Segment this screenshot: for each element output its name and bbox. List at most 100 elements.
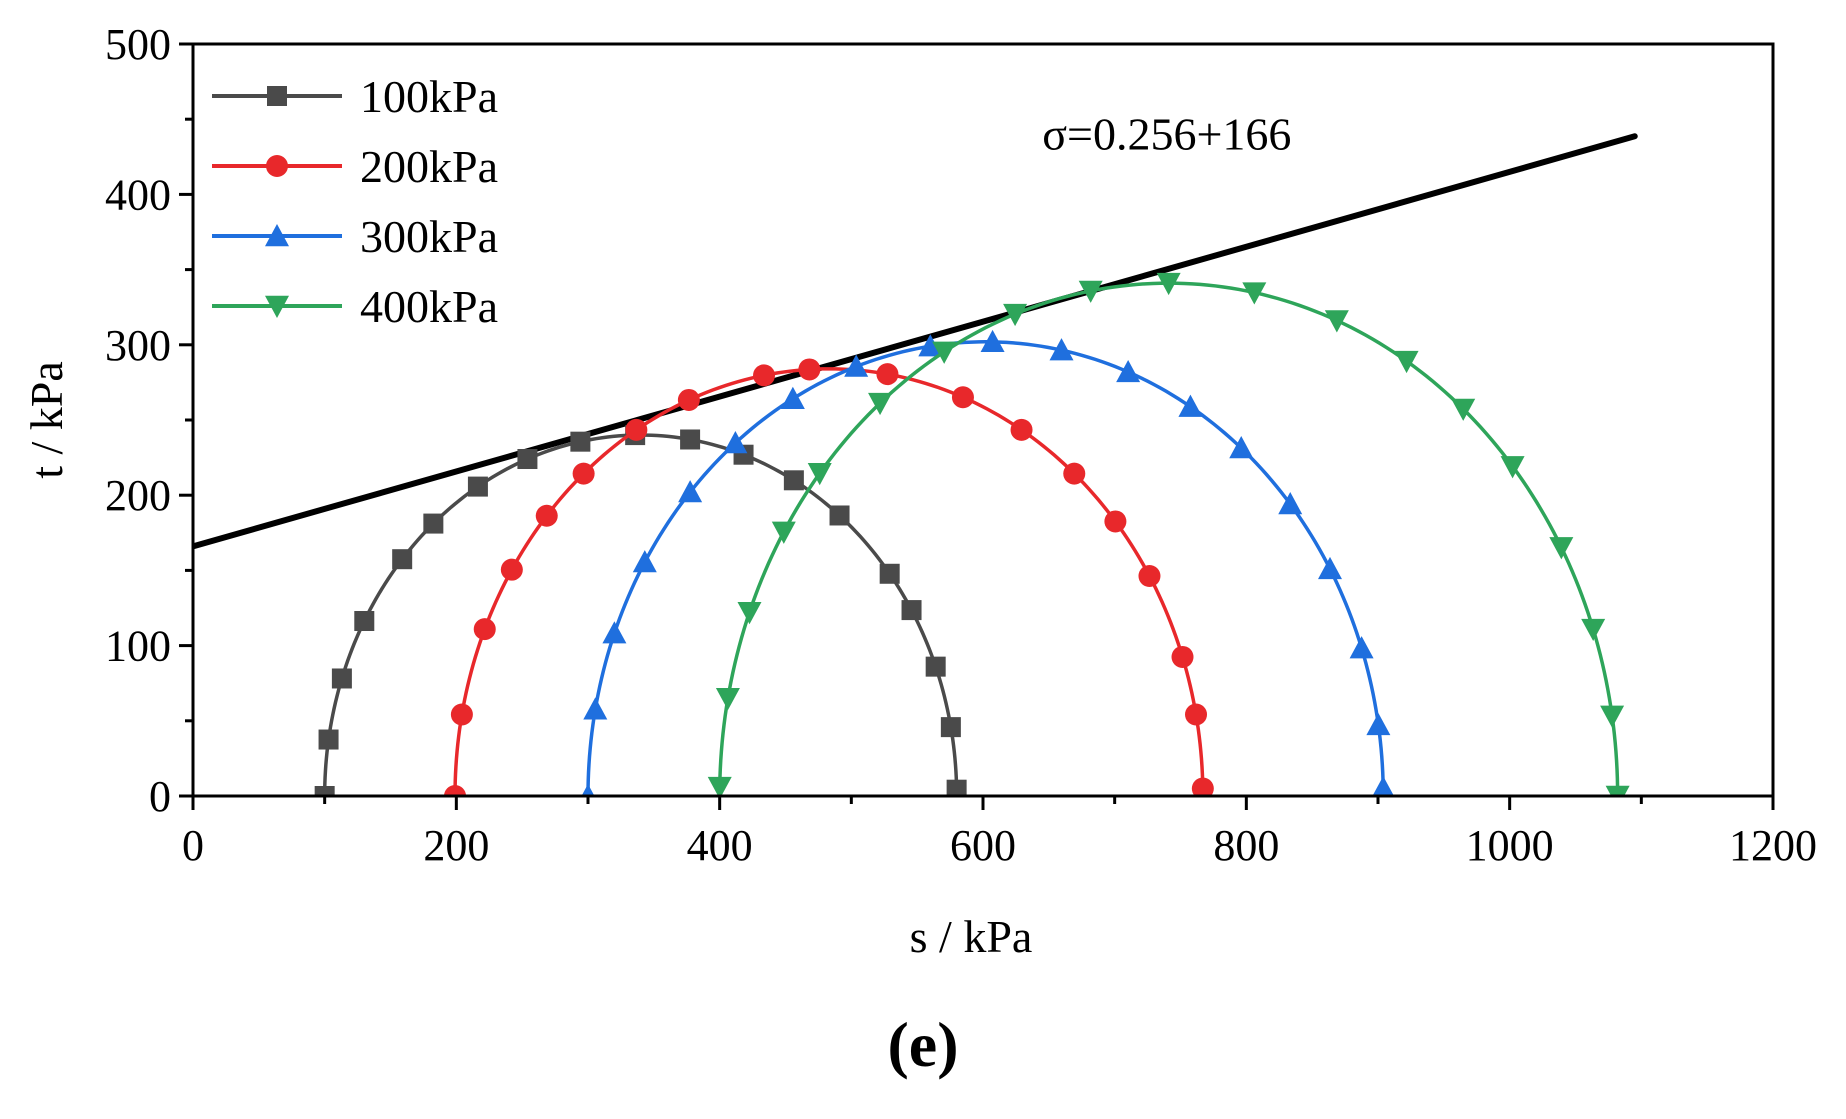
data-point-300kPa-11 [844,354,869,377]
data-point-100kPa-2 [925,656,946,677]
data-point-300kPa-1 [1366,712,1391,736]
data-point-200kPa-16 [473,618,496,641]
legend-marker-300kPa [265,224,289,247]
y-tick-label: 100 [105,622,171,671]
x-tick-label: 800 [1213,821,1279,870]
x-tick-label: 200 [423,821,489,870]
data-point-400kPa-6 [1394,350,1419,374]
data-point-200kPa-9 [798,358,821,381]
data-point-200kPa-14 [535,504,558,527]
data-point-100kPa-11 [517,449,538,470]
data-point-300kPa-12 [780,386,805,409]
data-point-300kPa-14 [678,480,703,503]
data-point-400kPa-14 [807,463,832,486]
data-point-100kPa-13 [423,513,444,534]
data-point-400kPa-2 [1581,618,1606,642]
data-point-400kPa-4 [1500,456,1525,479]
data-point-100kPa-10 [570,431,591,452]
series-200kPa [444,358,1214,796]
data-point-200kPa-8 [876,363,899,386]
data-point-400kPa-12 [932,341,957,364]
data-point-200kPa-4 [1104,510,1127,533]
strength-envelope-line [193,133,1638,550]
data-point-300kPa-10 [918,334,943,357]
data-point-200kPa-2 [1171,645,1194,668]
data-point-400kPa-15 [771,521,796,544]
data-point-100kPa-3 [901,600,922,621]
data-point-100kPa-14 [392,549,413,570]
data-point-200kPa-13 [572,462,595,485]
legend-marker-400kPa [265,295,289,318]
data-point-200kPa-15 [500,558,523,581]
data-point-400kPa-10 [1078,280,1103,303]
data-point-300kPa-5 [1229,436,1254,459]
legend-item-200kPa: 200kPa [212,141,498,192]
data-point-300kPa-16 [602,621,627,644]
plot-area-group [193,133,1638,796]
y-tick-label: 200 [105,471,171,520]
legend-item-300kPa: 300kPa [212,211,498,262]
legend-label-100kPa: 100kPa [360,71,498,122]
data-point-400kPa-8 [1242,282,1267,305]
legend-label-300kPa: 300kPa [360,211,498,262]
data-point-400kPa-16 [737,602,762,625]
data-point-100kPa-16 [331,668,352,689]
data-point-300kPa-9 [980,329,1005,353]
envelope-equation-annotation: σ=0.256+166 [1042,108,1291,159]
data-point-200kPa-1 [1185,703,1208,726]
data-point-200kPa-12 [625,418,648,441]
data-point-200kPa-17 [450,703,473,726]
data-point-400kPa-0 [1605,785,1630,796]
data-point-400kPa-13 [868,392,893,416]
data-point-100kPa-18 [314,786,335,796]
data-point-300kPa-2 [1349,636,1374,659]
series-line-100kPa [322,433,959,796]
x-tick-label: 600 [950,821,1016,870]
x-tick-label: 1200 [1729,821,1817,870]
data-point-300kPa-15 [632,550,657,573]
data-point-300kPa-17 [583,697,608,720]
y-tick-label: 0 [149,772,171,821]
data-point-100kPa-8 [680,429,701,450]
data-point-300kPa-13 [723,431,748,454]
data-point-100kPa-5 [829,505,850,526]
data-point-200kPa-5 [1063,462,1086,485]
data-point-200kPa-18 [444,785,467,796]
panel-label: (e) [887,1009,958,1080]
y-tick-label: 500 [105,20,171,69]
data-point-200kPa-0 [1191,777,1214,796]
data-point-300kPa-3 [1317,556,1342,580]
legend: 100kPa 200kPa 300kPa 400kPa [212,71,498,332]
data-point-400kPa-7 [1324,310,1349,333]
data-point-200kPa-11 [677,388,700,411]
legend-marker-100kPa [267,86,287,106]
data-point-300kPa-6 [1178,394,1203,417]
y-tick-label: 300 [105,321,171,370]
x-tick-label: 0 [182,821,204,870]
legend-label-200kPa: 200kPa [360,141,498,192]
data-point-300kPa-0 [1372,776,1394,796]
data-point-400kPa-1 [1600,705,1625,728]
x-axis-title: s / kPa [910,911,1033,962]
data-point-100kPa-15 [354,611,375,632]
data-point-400kPa-5 [1451,398,1476,421]
series-400kPa [707,272,1630,796]
data-point-100kPa-4 [879,563,900,584]
data-point-400kPa-9 [1156,272,1181,296]
data-point-100kPa-1 [940,717,961,738]
data-point-100kPa-6 [783,470,804,491]
data-point-400kPa-11 [1003,303,1028,327]
data-point-400kPa-17 [715,687,740,711]
data-point-400kPa-3 [1549,537,1574,560]
legend-label-400kPa: 400kPa [360,281,498,332]
data-point-200kPa-10 [753,364,776,387]
series-300kPa [581,329,1394,796]
series-line-200kPa [453,367,1205,796]
y-tick-label: 400 [105,170,171,219]
data-point-300kPa-7 [1116,359,1141,383]
data-point-200kPa-3 [1138,565,1161,588]
data-point-300kPa-8 [1049,338,1074,361]
data-point-100kPa-17 [318,729,339,750]
